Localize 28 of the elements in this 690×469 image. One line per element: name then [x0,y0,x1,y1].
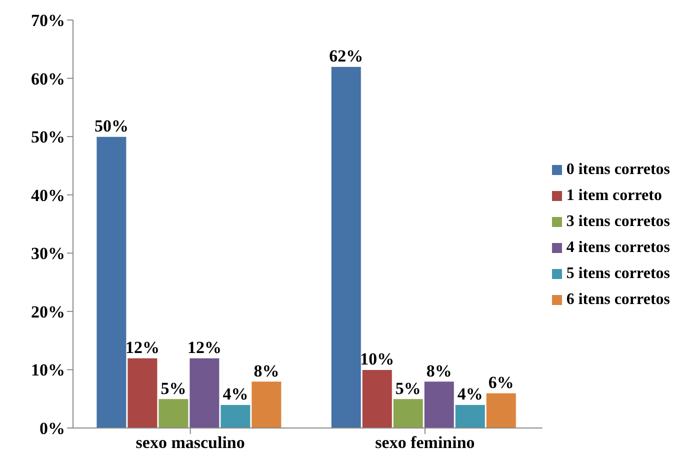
y-tick-label: 60% [31,69,65,88]
data-label: 4% [222,384,248,404]
data-label: 8% [254,361,280,380]
x-tick-label: sexo feminino [375,433,475,452]
data-label: 5% [160,378,186,398]
y-tick-label: 0% [40,419,65,438]
data-label: 50% [94,116,128,136]
legend-label: 4 itens corretos [566,238,670,256]
legend-label: 6 itens corretos [566,290,670,308]
data-label: 5% [395,378,421,398]
legend-label: 0 itens corretos [566,160,670,178]
data-label: 6% [488,373,514,392]
y-tick-label: 20% [31,302,65,322]
y-tick-label: 50% [31,128,65,147]
data-label: 62% [329,46,364,66]
legend-label: 1 item correto [566,186,662,204]
data-label: 4% [457,384,483,404]
legend-label: 3 itens corretos [566,212,670,230]
data-label: 12% [187,338,222,358]
legend-label: 5 itens corretos [566,264,670,282]
x-tick-label: sexo masculino [136,433,245,452]
data-label: 8% [426,361,452,380]
data-label: 10% [360,350,394,369]
y-tick-label: 40% [31,186,65,205]
y-tick-label: 30% [31,244,65,264]
y-tick-label: 10% [31,360,65,380]
data-label: 12% [125,338,160,358]
y-tick-label: 70% [31,11,65,30]
